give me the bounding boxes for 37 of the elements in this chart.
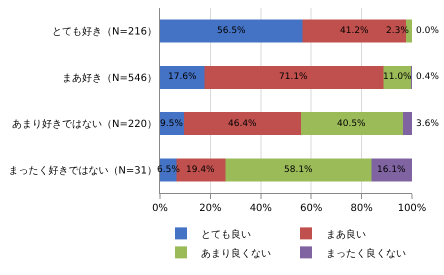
bar [372, 158, 412, 182]
bar [402, 112, 412, 136]
y-tick-label: とても好き（N=216） [52, 26, 157, 38]
bar [184, 112, 301, 136]
x-tick-label: 60% [300, 203, 322, 214]
bar [160, 20, 302, 43]
bar [160, 66, 204, 89]
y-tick-label: まったく好きではない（N=31） [8, 165, 157, 176]
bar [225, 158, 372, 182]
legend-label: あまり良くない [201, 247, 271, 260]
data-label: 3.6% [416, 119, 440, 129]
bar [302, 20, 406, 43]
y-tick-label: まあ好き（N=546） [62, 72, 157, 84]
legend-label: まったく良くない [326, 247, 406, 260]
data-label: 58.1% [284, 165, 314, 175]
data-label: 17.6% [168, 72, 198, 82]
y-tick-label: あまり好きではない（N=220） [12, 119, 157, 130]
data-label: 19.4% [186, 165, 216, 175]
x-tick-label: 80% [350, 203, 373, 214]
data-label: 56.5% [217, 26, 246, 36]
data-label: 0.4% [416, 72, 440, 82]
x-tick-label: 20% [199, 203, 222, 214]
x-tick-label: 0% [152, 203, 168, 214]
data-label: 71.1% [279, 72, 308, 82]
x-tick-label: 40% [250, 203, 272, 214]
data-label: 0.0% [416, 26, 440, 36]
legend-label: まあ良い [326, 228, 366, 240]
bar [300, 112, 403, 136]
data-label: 40.5% [337, 119, 366, 129]
legend-label: とても良い [201, 228, 251, 240]
data-label: 16.1% [377, 165, 406, 175]
data-label: 11.0% [383, 72, 412, 82]
data-label: 46.4% [228, 119, 258, 129]
data-label: 41.2% [340, 26, 370, 36]
x-tick-label: 100% [398, 203, 426, 214]
data-label: 9.5% [160, 119, 184, 129]
bar [204, 66, 384, 89]
